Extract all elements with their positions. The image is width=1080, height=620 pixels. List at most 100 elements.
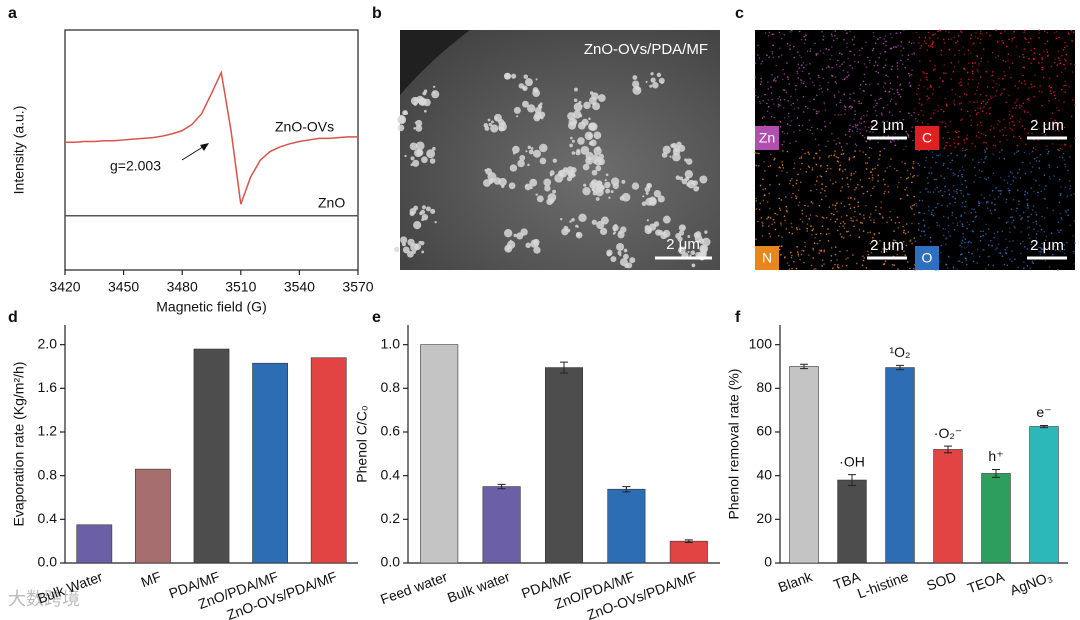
eds-dot — [769, 217, 772, 219]
eds-dot — [902, 231, 905, 234]
eds-dot — [846, 230, 848, 233]
eds-dot — [911, 242, 913, 245]
eds-dot — [946, 205, 949, 207]
sem-particle — [699, 244, 709, 254]
eds-dot — [822, 77, 825, 80]
eds-dot — [1027, 111, 1029, 113]
bar — [933, 449, 963, 564]
eds-dot — [928, 37, 931, 39]
eds-dot — [866, 162, 869, 164]
eds-dot — [915, 202, 917, 205]
eds-dot — [1020, 252, 1022, 255]
eds-dot — [1043, 188, 1046, 190]
eds-dot — [763, 194, 766, 196]
eds-dot — [907, 231, 910, 233]
eds-dot — [828, 232, 830, 235]
sem-particle — [652, 82, 659, 89]
sem-particle — [576, 233, 580, 237]
eds-dot — [908, 75, 911, 77]
eds-dot — [900, 45, 902, 47]
eds-dot — [855, 144, 858, 147]
sem-particle — [533, 246, 541, 254]
eds-dot — [811, 168, 814, 171]
eds-dot — [962, 147, 964, 150]
eds-dot — [985, 31, 988, 34]
eds-dot — [1067, 194, 1069, 197]
sem-particle — [653, 221, 660, 227]
y-tick-label: 0.0 — [381, 554, 401, 570]
eds-dot — [1058, 201, 1061, 204]
eds-dot — [802, 82, 805, 85]
eds-dot — [1023, 267, 1025, 269]
sem-particle — [616, 243, 625, 252]
eds-dot — [926, 79, 928, 81]
eds-dot — [880, 251, 883, 253]
eds-dot — [995, 56, 997, 59]
eds-dot — [1068, 86, 1070, 88]
eds-dot — [884, 51, 887, 53]
sem-particle — [432, 85, 436, 88]
eds-dot — [893, 140, 895, 142]
eds-dot — [898, 119, 901, 122]
eds-dot — [884, 190, 886, 193]
eds-dot — [802, 62, 805, 64]
eds-dot — [793, 162, 796, 164]
eds-dot — [859, 178, 862, 181]
eds-dot — [846, 46, 848, 48]
eds-dot — [755, 238, 757, 241]
eds-dot — [1041, 58, 1044, 61]
eds-dot — [790, 222, 793, 225]
eds-dot — [834, 181, 837, 183]
eds-dot — [976, 86, 979, 88]
eds-dot — [959, 81, 962, 83]
eds-dot — [790, 120, 793, 122]
eds-dot — [980, 201, 982, 204]
eds-dot — [1018, 80, 1021, 82]
sem-particle — [578, 213, 587, 222]
eds-dot — [872, 47, 875, 50]
eds-dot — [979, 42, 982, 44]
panel-label: d — [8, 309, 18, 326]
eds-dot — [1073, 252, 1075, 255]
sem-particle — [676, 141, 682, 148]
eds-dot — [942, 38, 945, 41]
eds-dot — [1016, 207, 1018, 210]
eds-dot — [927, 88, 929, 90]
sem-particle — [594, 153, 597, 156]
eds-dot — [1069, 224, 1072, 227]
eds-dot — [1008, 66, 1011, 69]
eds-dot — [1029, 267, 1031, 270]
eds-dot — [889, 165, 891, 168]
eds-dot — [874, 99, 876, 102]
eds-dot — [782, 68, 784, 71]
eds-dot — [851, 130, 854, 132]
eds-dot — [859, 213, 861, 215]
eds-dot — [978, 200, 980, 203]
eds-dot — [945, 72, 947, 75]
bar — [252, 362, 288, 564]
eds-dot — [1004, 75, 1006, 77]
eds-dot — [1046, 51, 1049, 53]
eds-dot — [1030, 187, 1033, 189]
eds-dot — [760, 77, 762, 80]
eds-dot — [1001, 149, 1003, 152]
eds-dot — [790, 196, 793, 199]
eds-dot — [848, 74, 850, 76]
sem-particle — [632, 80, 640, 88]
eds-dot — [1033, 190, 1035, 193]
eds-dot — [974, 174, 977, 177]
eds-dot — [839, 65, 841, 67]
series-label: ZnO-OVs — [275, 119, 334, 135]
eds-dot — [1064, 67, 1067, 69]
eds-dot — [891, 88, 894, 91]
eds-dot — [841, 265, 844, 268]
eds-dot — [961, 201, 964, 204]
eds-dot — [932, 191, 935, 194]
eds-dot — [763, 160, 765, 163]
eds-dot — [1039, 153, 1042, 156]
eds-dot — [825, 48, 827, 50]
eds-dot — [828, 206, 831, 208]
eds-dot — [1011, 129, 1014, 131]
eds-dot — [885, 250, 888, 253]
eds-dot — [961, 183, 963, 186]
